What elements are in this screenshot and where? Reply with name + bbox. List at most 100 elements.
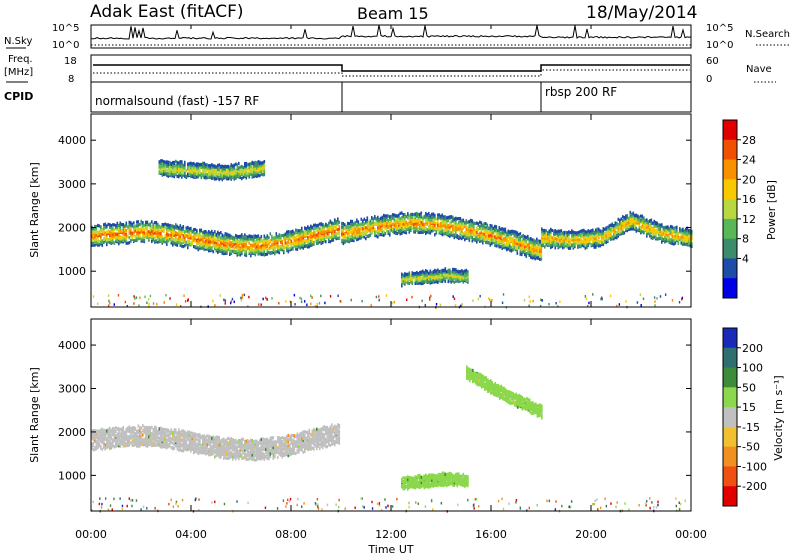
power-cell: [242, 244, 245, 248]
power-cell: [501, 244, 504, 248]
power-cell: [119, 221, 122, 225]
power-cell: [616, 233, 618, 237]
power-cell: [97, 236, 99, 240]
power-cell: [178, 232, 180, 237]
power-cell: [468, 236, 471, 240]
power-cell: [124, 230, 126, 234]
power-cell: [354, 230, 357, 234]
power-cell: [181, 170, 183, 175]
power-cell: [328, 231, 330, 236]
power-cell: [459, 236, 462, 240]
power-cell: [140, 219, 143, 223]
power-cell: [569, 231, 572, 235]
power-cell: [263, 240, 266, 245]
power-cell: [163, 239, 165, 243]
power-cell: [524, 242, 526, 246]
power-cell: [380, 224, 382, 229]
power-cell: [209, 245, 212, 249]
power-cell: [169, 233, 171, 237]
power-cell: [251, 248, 254, 252]
power-cell: [230, 175, 233, 180]
power-cell: [164, 166, 167, 170]
power-cell: [680, 241, 683, 245]
power-cell: [674, 226, 677, 230]
power-cell: [250, 169, 252, 173]
power-cell: [350, 230, 352, 234]
power-cell: [447, 225, 450, 230]
power-cell: [425, 271, 427, 276]
power-cell: [124, 232, 126, 237]
power-cell: [396, 226, 399, 230]
power-cell: [452, 227, 454, 232]
power-cell: [163, 223, 165, 227]
power-cell: [314, 223, 317, 227]
power-cell: [155, 239, 158, 243]
power-cell: [383, 225, 385, 229]
power-cell: [635, 217, 638, 221]
power-cell: [190, 163, 192, 167]
power-cell: [119, 224, 122, 228]
power-cell: [393, 215, 396, 219]
power-cell: [308, 238, 311, 243]
power-cell: [137, 230, 140, 234]
power-cell: [245, 176, 248, 180]
power-cell: [476, 240, 478, 244]
power-cell: [266, 252, 269, 256]
power-cell: [446, 231, 448, 235]
power-cell: [248, 168, 251, 172]
power-cell: [116, 238, 119, 242]
power-cell: [557, 232, 560, 237]
power-cell: [140, 239, 143, 243]
power-cell: [154, 236, 156, 240]
power-cell: [491, 241, 493, 246]
power-cell: [419, 281, 421, 285]
power-cell: [158, 224, 161, 228]
power-cell: [422, 222, 424, 227]
power-cell: [323, 226, 326, 230]
power-cell: [254, 174, 257, 178]
power-cell: [176, 232, 179, 236]
power-cell: [188, 229, 191, 233]
power-cell: [578, 230, 581, 234]
power-cell: [554, 232, 557, 236]
power-cell: [590, 233, 593, 238]
power-cell: [682, 238, 684, 242]
power-cell: [390, 224, 393, 228]
power-cell: [359, 234, 361, 238]
power-cell: [449, 230, 451, 234]
power-cell: [182, 173, 185, 177]
power-cell: [110, 223, 113, 228]
power-cell: [256, 174, 258, 178]
power-cell: [607, 234, 609, 238]
power-cell: [604, 238, 606, 242]
power-cell: [360, 217, 363, 221]
power-cell: [169, 165, 171, 169]
power-cell: [140, 222, 143, 226]
power-cell: [629, 217, 632, 221]
power-cell: [452, 269, 454, 274]
power-cell: [572, 244, 575, 248]
power-cell: [233, 243, 236, 247]
power-cell: [305, 231, 308, 235]
power-cell: [571, 243, 573, 247]
power-cell: [462, 270, 465, 274]
power-cell: [232, 242, 234, 246]
power-cell: [413, 230, 415, 234]
power-cell: [245, 252, 248, 256]
power-cell: [292, 246, 294, 250]
power-cell: [259, 168, 261, 172]
power-cell: [395, 231, 397, 236]
power-cell: [670, 224, 672, 229]
power-cell: [326, 226, 329, 230]
power-cell: [443, 275, 445, 279]
power-cell: [178, 236, 180, 241]
power-cell: [160, 159, 162, 163]
power-cell: [444, 232, 447, 236]
power-cell: [616, 236, 618, 240]
power-cell: [545, 233, 548, 237]
power-cell: [254, 239, 257, 243]
power-cell: [338, 227, 341, 231]
power-cell: [229, 165, 231, 169]
power-cell: [286, 234, 288, 239]
power-cell: [626, 215, 629, 219]
